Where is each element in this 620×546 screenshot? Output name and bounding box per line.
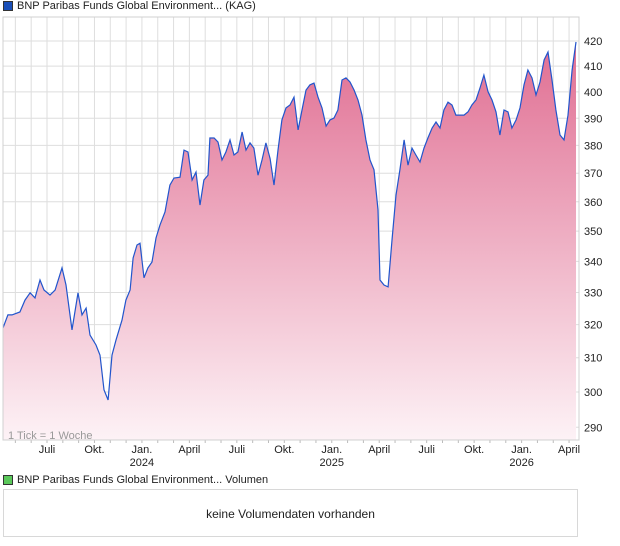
volume-empty-message: keine Volumendaten vorhanden bbox=[206, 507, 375, 521]
y-tick-label: 300 bbox=[584, 387, 602, 399]
y-tick-label: 360 bbox=[584, 197, 602, 209]
y-tick-label: 290 bbox=[584, 422, 602, 434]
x-tick-label: Juli bbox=[229, 444, 246, 456]
x-tick-label: Jan. bbox=[321, 444, 342, 456]
volume-panel: keine Volumendaten vorhanden bbox=[3, 489, 578, 537]
y-tick-label: 330 bbox=[584, 288, 602, 300]
x-tick-label: Jan. bbox=[132, 444, 153, 456]
y-tick-label: 370 bbox=[584, 168, 602, 180]
legend-price-label: BNP Paribas Funds Global Environment... … bbox=[17, 0, 256, 12]
legend-volume-label: BNP Paribas Funds Global Environment... … bbox=[17, 474, 269, 486]
y-tick-label: 320 bbox=[584, 320, 602, 332]
x-tick-label: Okt. bbox=[84, 444, 104, 456]
x-tick-label: Juli bbox=[418, 444, 435, 456]
plot-border bbox=[2, 16, 580, 441]
y-tick-label: 340 bbox=[584, 256, 602, 268]
x-tick-label: Juli bbox=[39, 444, 56, 456]
x-tick-label: Jan. bbox=[511, 444, 532, 456]
price-area bbox=[3, 42, 577, 440]
legend-price: BNP Paribas Funds Global Environment... … bbox=[3, 0, 256, 12]
legend-price-swatch bbox=[3, 1, 13, 11]
y-tick-label: 420 bbox=[584, 36, 602, 48]
y-tick-label: 400 bbox=[584, 87, 602, 99]
x-tick-year: 2025 bbox=[320, 457, 344, 469]
tick-note: 1 Tick = 1 Woche bbox=[8, 430, 92, 442]
legend-volume-swatch bbox=[3, 475, 13, 485]
x-tick-label: Okt. bbox=[274, 444, 294, 456]
y-tick-label: 350 bbox=[584, 226, 602, 238]
x-tick-label: April bbox=[558, 444, 580, 456]
y-tick-label: 380 bbox=[584, 140, 602, 152]
x-tick-label: April bbox=[178, 444, 200, 456]
y-tick-label: 310 bbox=[584, 353, 602, 365]
price-line bbox=[2, 41, 577, 401]
price-chart[interactable]: 290 300 310 320 330 340 350 360 370 380 390 400 410 4… bbox=[0, 0, 620, 470]
legend-volume: BNP Paribas Funds Global Environment... … bbox=[3, 474, 268, 486]
x-tick-label: Okt. bbox=[464, 444, 484, 456]
x-tick-year: 2024 bbox=[130, 457, 154, 469]
x-tick-label: April bbox=[368, 444, 390, 456]
y-tick-label: 410 bbox=[584, 61, 602, 73]
y-tick-label: 390 bbox=[584, 113, 602, 125]
x-tick-year: 2026 bbox=[509, 457, 533, 469]
